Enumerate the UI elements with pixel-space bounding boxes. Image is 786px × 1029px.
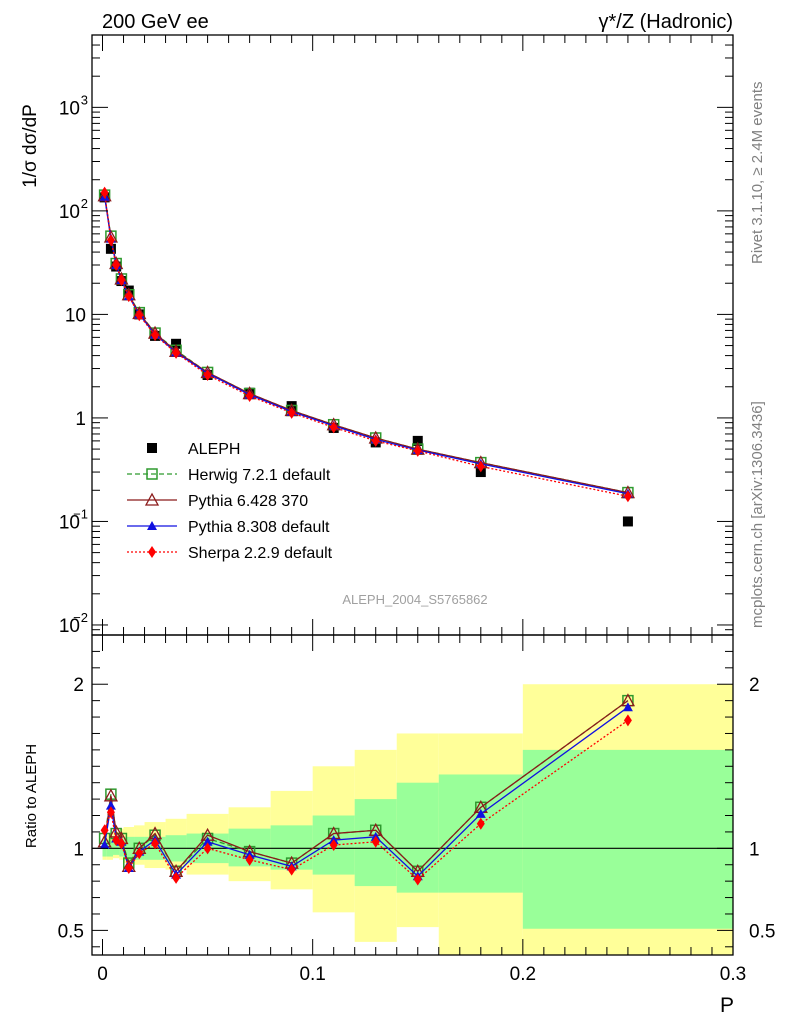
rivet-version-label: Rivet 3.1.10, ≥ 2.4M events	[749, 82, 766, 265]
ratio-point-pythia-8-308-default	[622, 702, 633, 712]
main-point-sherpa-2-2-9-default	[172, 346, 181, 359]
legend-marker-pythia-8-308-default	[147, 521, 157, 530]
main-point-sherpa-2-2-9-default	[329, 421, 338, 434]
ratio-plot: 0 0.1 0.2 0.3 0.5 0.5 1 1 2 2	[58, 634, 775, 985]
legend-marker-pythia-6-428-370	[144, 492, 160, 506]
x-tick-label: 0.3	[720, 964, 746, 985]
ratio-line-sherpa-2-2-9-default	[103, 719, 629, 881]
x-axis-label: P	[720, 994, 734, 1017]
ratio-line-pythia-6-428-370	[103, 700, 629, 873]
ratio-point-sherpa-2-2-9-default	[117, 837, 126, 850]
x-tick-label: 0	[97, 964, 108, 985]
legend-label-herwig-7-2-1-default: Herwig 7.2.1 default	[188, 467, 331, 484]
x-tick-label: 0.2	[510, 964, 536, 985]
header-left: 200 GeV ee	[102, 11, 209, 33]
main-point-sherpa-2-2-9-default	[106, 234, 115, 247]
legend-label-sherpa-2-2-9-default: Sherpa 2.2.9 default	[188, 545, 333, 562]
legend-marker-herwig-7-2-1-default	[146, 468, 158, 480]
main-y-tick-label: 10	[59, 512, 80, 533]
main-y-tick-label: 10	[65, 305, 86, 326]
analysis-watermark: ALEPH_2004_S5765862	[342, 592, 487, 607]
main-point-aleph	[412, 435, 423, 446]
main-point-sherpa-2-2-9-default	[124, 290, 133, 303]
main-point-sherpa-2-2-9-default	[623, 490, 632, 503]
legend-label-aleph: ALEPH	[188, 441, 240, 458]
main-point-sherpa-2-2-9-default	[371, 434, 380, 447]
main-point-sherpa-2-2-9-default	[476, 460, 485, 473]
ratio-point-sherpa-2-2-9-default	[100, 824, 109, 837]
ratio-y-tick-label: 2	[73, 675, 84, 696]
header-right: γ*/Z (Hadronic)	[599, 11, 733, 33]
main-y-axis-label: 1/σ dσ/dP	[20, 104, 41, 188]
ratio-point-sherpa-2-2-9-default	[245, 853, 254, 866]
main-point-aleph	[622, 516, 633, 527]
ratio-y-tick-label: 1	[73, 839, 84, 860]
ratio-point-sherpa-2-2-9-default	[203, 842, 212, 855]
ratio-point-pythia-8-308-default	[99, 840, 110, 850]
main-point-aleph	[171, 338, 182, 349]
main-line-sherpa-2-2-9-default	[103, 192, 629, 497]
ratio-plot-frame	[91, 634, 734, 956]
ratio-point-sherpa-2-2-9-default	[371, 835, 380, 848]
ratio-point-sherpa-2-2-9-default	[124, 862, 133, 875]
ratio-y-axis-label: Ratio to ALEPH	[23, 744, 40, 848]
x-tick-label: 0.1	[299, 964, 325, 985]
ratio-point-sherpa-2-2-9-default	[135, 847, 144, 860]
main-point-sherpa-2-2-9-default	[100, 186, 109, 199]
ratio-point-sherpa-2-2-9-default	[287, 863, 296, 876]
ratio-point-sherpa-2-2-9-default	[623, 714, 632, 727]
main-point-sherpa-2-2-9-default	[287, 406, 296, 419]
main-y-tick-exponent: −1	[73, 506, 88, 521]
mcplots-label: mcplots.cern.ch [arXiv:1306.3436]	[749, 401, 766, 628]
legend-label-pythia-6-428-370: Pythia 6.428 370	[188, 493, 308, 510]
ratio-point-sherpa-2-2-9-default	[151, 837, 160, 850]
ratio-point-pythia-8-308-default	[475, 808, 486, 818]
main-y-tick-label: 10	[59, 202, 80, 223]
main-point-sherpa-2-2-9-default	[117, 273, 126, 286]
ratio-y-tick-label-right: 1	[749, 839, 760, 860]
main-y-tick-exponent: −2	[73, 610, 88, 625]
ratio-point-pythia-8-308-default	[202, 836, 213, 846]
legend: ALEPH Herwig 7.2.1 default Pythia 6.428 37…	[127, 441, 333, 562]
ratio-point-pythia-8-308-default	[105, 800, 116, 810]
main-point-sherpa-2-2-9-default	[112, 259, 121, 272]
main-point-sherpa-2-2-9-default	[151, 329, 160, 342]
stat-uncertainty-band	[522, 749, 733, 929]
legend-label-pythia-8-308-default: Pythia 8.308 default	[188, 519, 330, 536]
legend-marker-aleph	[147, 443, 157, 453]
main-point-aleph	[105, 243, 116, 254]
main-y-tick-exponent: 2	[81, 196, 88, 211]
main-point-sherpa-2-2-9-default	[245, 389, 254, 402]
ratio-point-sherpa-2-2-9-default	[476, 817, 485, 830]
main-point-sherpa-2-2-9-default	[135, 309, 144, 322]
ratio-y-tick-label-right: 2	[749, 675, 760, 696]
main-y-tick-label: 10	[59, 616, 80, 637]
main-point-sherpa-2-2-9-default	[203, 368, 212, 381]
main-point-sherpa-2-2-9-default	[413, 444, 422, 457]
main-y-tick-exponent: 3	[81, 92, 88, 107]
main-line-pythia-8-308-default	[103, 196, 629, 495]
ratio-y-tick-label-right: 0.5	[749, 921, 775, 942]
ratio-point-sherpa-2-2-9-default	[413, 873, 422, 886]
legend-marker-sherpa-2-2-9-default	[148, 546, 156, 558]
main-line-pythia-6-428-370	[103, 195, 629, 494]
ratio-point-sherpa-2-2-9-default	[172, 871, 181, 884]
main-y-tick-label: 1	[75, 409, 86, 430]
main-line-herwig-7-2-1-default	[103, 195, 629, 494]
ratio-point-sherpa-2-2-9-default	[106, 806, 115, 819]
main-y-tick-label: 10	[59, 98, 80, 119]
ratio-y-tick-label: 0.5	[58, 921, 84, 942]
ratio-point-sherpa-2-2-9-default	[329, 839, 338, 852]
